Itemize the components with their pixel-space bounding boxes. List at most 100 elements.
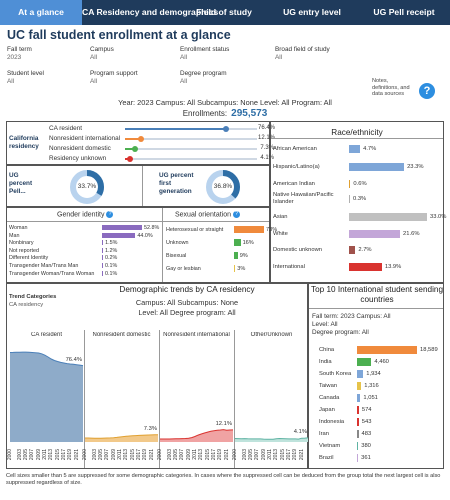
notes-text: Notes, [372,78,389,84]
year-tick-label: 2011 [266,449,273,460]
race-value: 21.6% [403,231,420,237]
intl-bar[interactable] [357,346,417,354]
intl-value: 1,051 [363,395,378,401]
tab-ug-pell-receipt[interactable]: UG Pell receipt [373,7,435,17]
race-value: 33.0% [430,214,447,220]
gender-row-label: Transgender Woman/Trans Woman [9,270,95,277]
orientation-row-label: Gay or lesbian [166,266,201,272]
race-bar[interactable] [349,145,361,153]
trend-area[interactable] [10,352,83,442]
race-bar[interactable] [349,230,401,238]
intl-country-label: South Korea [319,371,352,377]
filter-enrollment-status[interactable]: All [180,54,188,61]
notes-link[interactable]: Notes, definitions, and data sources [372,78,410,98]
race-bar[interactable] [349,246,356,254]
race-title: Race/ethnicity [331,128,383,137]
filter-broad-field[interactable]: All [275,54,283,61]
filter-degree-program[interactable]: All [180,78,188,85]
intl-bar[interactable] [357,394,361,402]
gender-bar[interactable] [102,270,103,276]
orientation-value: 9% [239,253,248,259]
intl-value: 574 [361,407,372,413]
year-tick-label: 2000 [82,449,88,461]
firstgen-value: 36.8% [213,183,233,190]
race-bar[interactable] [349,263,382,271]
tab-ca-residency[interactable]: CA Residency and demographics [82,7,219,17]
help-icon[interactable]: ? [233,211,241,218]
gender-bar[interactable] [102,240,104,246]
tab-at-a-glance[interactable]: At a glance [0,0,82,25]
help-icon[interactable]: ? [106,211,114,218]
intl-bar[interactable] [357,370,364,378]
intl-bar[interactable] [357,454,359,462]
filter-student-level[interactable]: All [7,78,15,85]
tab-ug-entry-level[interactable]: UG entry level [283,7,341,17]
year-tick-label: 2000 [157,449,163,461]
divider [142,166,143,206]
tab-field-of-study[interactable]: Field of study [196,7,252,17]
gender-title: Gender identity? [57,211,114,218]
filter-program-support[interactable]: All [90,78,98,85]
race-row-label: African American [273,146,317,152]
residency-value: 76.4% [258,125,276,131]
intl-bar[interactable] [357,406,359,414]
gender-bar[interactable] [102,232,136,238]
donut-segment[interactable] [70,170,104,204]
residency-bar [125,148,135,150]
intl-country-label: Indonesia [319,419,345,425]
race-bar[interactable] [349,213,427,221]
race-bar[interactable] [349,180,351,188]
intl-subtitle: Fall term: 2023 Campus: All [312,313,391,320]
residency-dot[interactable] [131,146,138,152]
donut-segment[interactable] [206,170,240,204]
gender-bar[interactable] [102,255,103,261]
filter-label: Fall term [7,46,32,53]
year-tick-label: 2003 [91,449,98,461]
residency-panel: California residency CA resident 76.4% Non… [6,121,275,165]
residency-dot[interactable] [127,156,134,162]
year-tick-label: 2013 [123,449,130,461]
filter-label: Broad field of study [275,46,330,53]
orientation-bar[interactable] [234,265,236,272]
gender-value: 1.2% [105,247,118,254]
intl-bar[interactable] [357,418,359,426]
trend-end-label: 76.4% [65,356,82,363]
divider [271,138,443,139]
enrollments-value: 295,573 [231,108,268,119]
race-bar[interactable] [349,163,405,171]
race-bar[interactable] [349,195,350,203]
intl-country-label: Vietnam [319,443,341,449]
residency-row-label: CA resident [49,125,83,132]
gender-bar[interactable] [102,225,142,230]
gender-bar[interactable] [102,247,103,253]
intl-title: Top 10 International student sending cou… [311,285,444,304]
trend-area[interactable] [85,434,158,442]
residency-track [125,138,257,140]
trend-line [9,351,84,367]
residency-dot[interactable] [137,136,144,142]
residency-dot[interactable] [222,126,229,132]
intl-value: 483 [361,431,372,437]
filter-fall-term[interactable]: 2023 [7,54,22,61]
trend-line [85,434,159,439]
trend-categories-select[interactable]: CA residency [9,302,44,308]
race-value: 0.3% [353,196,367,202]
filter-label: Campus [90,46,114,53]
orientation-bar[interactable] [234,226,264,233]
filter-campus[interactable]: All [90,54,98,61]
orientation-bar[interactable] [234,252,238,259]
ug-percent-panel: UG percent Pell... 33.7% UG percent firs… [6,165,270,207]
intl-bar[interactable] [357,442,359,450]
intl-bar[interactable] [357,382,362,390]
firstgen-label: UG percent first generation [159,172,194,195]
year-tick-label: 2005 [247,449,254,461]
year-tick-label: 2013 [48,449,55,461]
orientation-bar[interactable] [234,239,241,246]
residency-value: 7.3% [260,145,274,151]
race-row-label: White [273,231,288,237]
help-icon[interactable]: ? [419,83,435,99]
gender-bar[interactable] [102,263,103,268]
year-tick-label: 2005 [172,449,179,461]
intl-bar[interactable] [357,358,372,366]
intl-bar[interactable] [357,430,359,438]
